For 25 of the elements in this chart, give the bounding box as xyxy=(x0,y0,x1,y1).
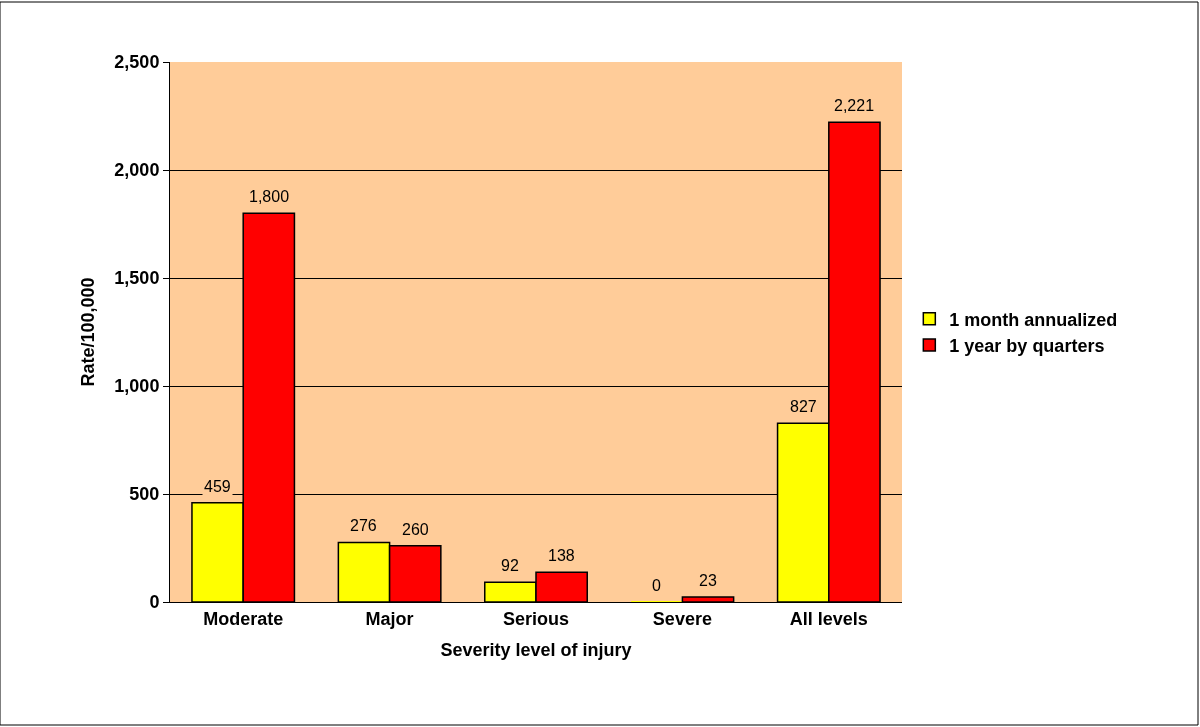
data-label: 459 xyxy=(204,478,231,495)
x-tick-label: Serious xyxy=(502,608,570,629)
y-tick-label: 1,000 xyxy=(114,376,160,397)
data-label: 0 xyxy=(652,577,661,594)
data-label: 276 xyxy=(350,517,377,534)
y-tick-label: 2,500 xyxy=(114,52,160,73)
data-label: 138 xyxy=(548,547,575,564)
data-label: 92 xyxy=(501,557,519,574)
data-label: 23 xyxy=(699,572,717,589)
x-axis-title: Severity level of injury xyxy=(440,639,632,660)
y-tick-label: 2,000 xyxy=(114,160,160,181)
data-label: 260 xyxy=(402,521,429,538)
x-tick-label: All levels xyxy=(789,608,868,629)
y-tick-label: 0 xyxy=(149,592,160,613)
x-tick-label: Severe xyxy=(652,608,712,629)
x-tick-label: Moderate xyxy=(203,608,284,629)
y-tick-label: 500 xyxy=(129,484,160,505)
y-axis-title: Rate/100,000 xyxy=(77,277,98,387)
data-label: 1,800 xyxy=(249,188,290,205)
data-label: 2,221 xyxy=(834,97,875,114)
x-tick-label: Major xyxy=(365,608,414,629)
y-tick-label: 1,500 xyxy=(114,268,160,289)
legend-label: 1 year by quarters xyxy=(949,336,1105,357)
legend-label: 1 month annualized xyxy=(949,309,1118,330)
data-label: 827 xyxy=(790,398,817,415)
